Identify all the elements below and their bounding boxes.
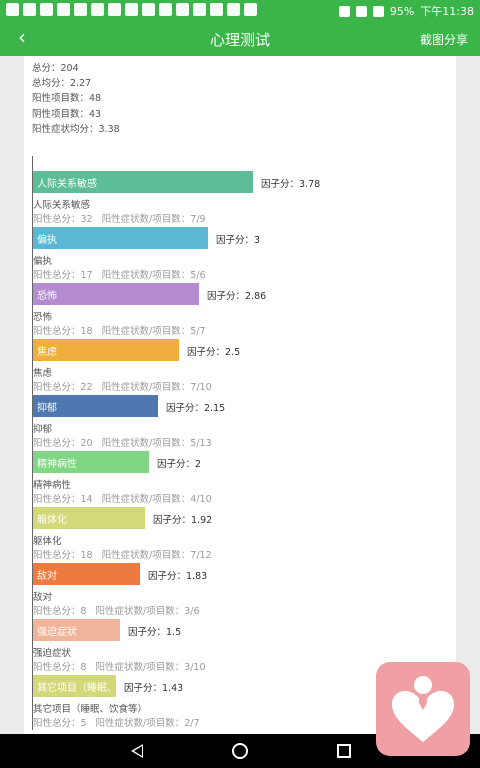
factor-score: 因子分：2 [157, 459, 202, 470]
notification-icon [193, 3, 206, 16]
factor-name: 其它项目（睡眠、饮食等） [33, 704, 148, 715]
factor-score: 因子分：1.92 [153, 515, 213, 526]
factor-bar: 偏执 [33, 227, 208, 249]
battery-percent: 95% [389, 4, 415, 18]
factor-bar: 其它项目（睡眠、 [33, 675, 117, 697]
battery-icon [372, 5, 384, 17]
bar-label: 偏执 [37, 235, 57, 246]
factor-detail: 阳性总分：18 阳性症状数/项目数：7/12 [33, 550, 212, 561]
clock: 下午11:38 [420, 5, 474, 18]
notification-icon [57, 3, 70, 16]
total-score: 总分：204 [32, 63, 79, 74]
factor-name: 敌对 [33, 592, 53, 603]
positive-item-count: 阳性项目数：48 [32, 93, 102, 105]
back-button[interactable]: ‹ [18, 26, 26, 48]
factor-bar: 抑郁 [33, 395, 158, 417]
share-screenshot-button[interactable]: 截图分享 [419, 33, 468, 47]
notification-icon [210, 3, 223, 16]
factor-name: 偏执 [33, 256, 53, 267]
average-score: 总均分：2.27 [32, 78, 92, 90]
title-bar: ‹ 心理测试 截图分享 [0, 20, 480, 56]
notification-icon [91, 3, 104, 16]
factor-bar: 敌对 [33, 563, 140, 585]
status-right: 95% 下午11:38 [338, 3, 474, 19]
notification-icon [40, 3, 53, 16]
notification-icon [6, 3, 19, 16]
page-title: 心理测试 [209, 31, 270, 49]
score-summary: 总分：204 总均分：2.27 阳性项目数：48 阴性项目数：43 阳性症状均分… [32, 61, 120, 137]
status-bar: 95% 下午11:38 [0, 0, 480, 20]
factor-name: 焦虑 [33, 368, 53, 379]
bar-label: 抑郁 [37, 403, 57, 414]
factor-name: 精神病性 [33, 480, 72, 491]
bar-label: 躯体化 [37, 515, 67, 526]
factor-bar: 精神病性 [33, 451, 149, 473]
factor-name: 强迫症状 [33, 648, 72, 659]
triangle-back-icon[interactable] [131, 744, 143, 758]
negative-item-count: 阴性项目数：43 [32, 108, 102, 120]
factor-bar: 躯体化 [33, 507, 145, 529]
factor-bar: 人际关系敏感 [33, 171, 253, 193]
factor-name: 恐怖 [33, 312, 53, 323]
notification-icon [176, 3, 189, 16]
notification-icon [227, 3, 240, 16]
bar-label: 精神病性 [37, 459, 77, 470]
factor-score: 因子分：1.83 [148, 571, 208, 582]
factor-name: 躯体化 [33, 536, 62, 547]
vibrate-icon [338, 5, 350, 17]
square-recent-icon[interactable] [337, 744, 351, 758]
chevron-left-icon: ‹ [18, 25, 26, 49]
circle-home-icon[interactable] [232, 743, 248, 759]
bar-label: 强迫症状 [37, 627, 77, 638]
factor-detail: 阳性总分：17 阳性症状数/项目数：5/6 [33, 270, 206, 281]
factor-detail: 阳性总分：8 阳性症状数/项目数：3/6 [33, 606, 200, 617]
bar-label: 敌对 [37, 571, 57, 582]
bar-label: 恐怖 [37, 291, 57, 302]
factor-detail: 阳性总分：8 阳性症状数/项目数：3/10 [33, 662, 206, 673]
factor-bar: 焦虑 [33, 339, 179, 361]
factor-score: 因子分：2.5 [187, 347, 241, 358]
factor-score: 因子分：2.15 [166, 403, 226, 414]
factor-score: 因子分：1.43 [124, 683, 184, 694]
factor-score: 因子分：3 [216, 235, 261, 246]
factor-score: 因子分：3.78 [261, 179, 321, 190]
notification-icon [142, 3, 155, 16]
factor-score: 因子分：2.86 [207, 291, 267, 302]
factor-bar: 恐怖 [33, 283, 199, 305]
factor-detail: 阳性总分：32 阳性症状数/项目数：7/9 [33, 214, 206, 225]
factor-detail: 阳性总分：22 阳性症状数/项目数：7/10 [33, 382, 212, 393]
notification-icon [108, 3, 121, 16]
factor-detail: 阳性总分：20 阳性症状数/项目数：5/13 [33, 438, 212, 449]
notification-icon [74, 3, 87, 16]
notification-icon [23, 3, 36, 16]
bar-label: 人际关系敏感 [37, 179, 97, 190]
notification-icons [6, 3, 257, 16]
notification-icon [244, 3, 257, 16]
bar-label: 其它项目（睡眠、 [37, 683, 117, 694]
notification-icon [159, 3, 172, 16]
factor-detail: 阳性总分：18 阳性症状数/项目数：5/7 [33, 326, 206, 337]
result-card: 总分：204 总均分：2.27 阳性项目数：48 阴性项目数：43 阳性症状均分… [24, 56, 456, 734]
floating-app-button[interactable] [376, 662, 470, 756]
wifi-icon [355, 5, 367, 17]
notification-icon [125, 3, 138, 16]
factor-score: 因子分：1.5 [128, 627, 182, 638]
factor-bar: 强迫症状 [33, 619, 120, 641]
factor-name: 抑郁 [33, 424, 53, 435]
factor-detail: 阳性总分：5 阳性症状数/项目数：2/7 [33, 718, 200, 729]
heart-person-icon [392, 676, 454, 742]
positive-symptom-average: 阳性症状均分：3.38 [32, 123, 120, 135]
bar-label: 焦虑 [37, 347, 57, 358]
factor-name: 人际关系敏感 [33, 200, 91, 211]
factor-detail: 阳性总分：14 阳性症状数/项目数：4/10 [33, 494, 212, 505]
chart-axis [32, 156, 33, 730]
